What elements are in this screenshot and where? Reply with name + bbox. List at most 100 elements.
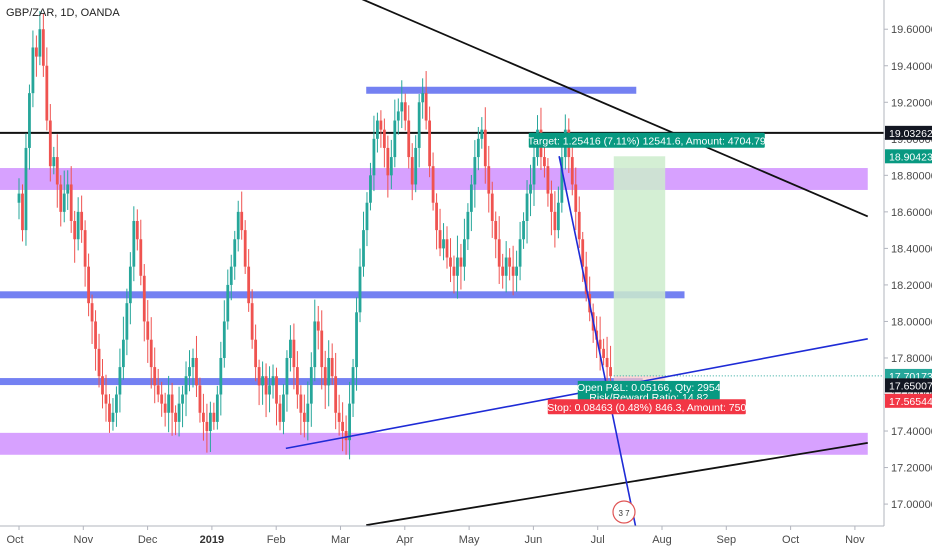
trend-line-blue-2 bbox=[285, 338, 868, 450]
candle-body bbox=[480, 129, 484, 139]
candle-body bbox=[205, 421, 209, 432]
y-tick-label: 18.40000 bbox=[891, 243, 932, 255]
price-badge-bg bbox=[885, 149, 932, 164]
x-tick-label: Apr bbox=[396, 534, 413, 546]
price-badge-label: 17.65007 bbox=[889, 380, 932, 392]
price-badge-bg bbox=[885, 125, 932, 140]
candle-body bbox=[417, 102, 421, 148]
time-axis[interactable]: Oct Nov Dec 2019 Feb Mar Apr May Jun Jul Aug Sep Oct… bbox=[6, 526, 865, 546]
candle-body bbox=[191, 357, 195, 368]
candle-body bbox=[483, 129, 487, 167]
candle-body bbox=[41, 29, 45, 66]
candle-body bbox=[362, 230, 365, 267]
candle-body bbox=[574, 184, 578, 212]
candle-body bbox=[341, 421, 345, 432]
target-label: Target: 1.25416 (7.11%) 12541.6, Amount:… bbox=[528, 132, 766, 148]
candle-body bbox=[222, 321, 226, 358]
price-axis[interactable]: 17.0000017.2000017.4000017.6000017.80000… bbox=[884, 24, 932, 511]
candle-body bbox=[424, 93, 428, 121]
x-tick-label: Oct bbox=[782, 534, 799, 546]
candle-body bbox=[243, 230, 247, 267]
candle-body bbox=[66, 184, 70, 194]
candle-body bbox=[344, 431, 348, 441]
candle-body bbox=[306, 403, 310, 422]
candle-body bbox=[529, 184, 532, 194]
candle-body bbox=[208, 412, 212, 432]
candle-body bbox=[351, 367, 355, 404]
candle-body bbox=[299, 394, 303, 413]
candle-body bbox=[233, 239, 237, 267]
candle-body bbox=[278, 403, 282, 422]
candle-body bbox=[73, 220, 77, 240]
long-position-tool[interactable] bbox=[613, 156, 884, 401]
band-blue-2 bbox=[366, 86, 637, 94]
candle-body bbox=[553, 211, 557, 231]
price-badge-bg bbox=[885, 393, 932, 408]
candle-body bbox=[438, 230, 442, 249]
candle-body bbox=[87, 266, 90, 304]
open-pl-bg bbox=[577, 380, 720, 403]
price-axis-bg bbox=[884, 0, 932, 526]
candle-body bbox=[348, 403, 351, 441]
candle-body bbox=[128, 266, 132, 304]
candle-body bbox=[598, 339, 602, 349]
candle-body bbox=[414, 147, 418, 185]
tradingview-logo: 3 7 bbox=[612, 500, 636, 524]
candle-body bbox=[456, 257, 459, 276]
candle-body bbox=[518, 239, 522, 267]
candle-body bbox=[330, 357, 334, 377]
candle-body bbox=[170, 394, 174, 413]
candle-body bbox=[584, 266, 588, 295]
candle-body bbox=[358, 266, 362, 313]
candle-body bbox=[337, 412, 341, 422]
price-badge-label: 19.03262 bbox=[889, 128, 932, 140]
x-tick-label: May bbox=[459, 534, 480, 546]
price-badge-label: 17.56544 bbox=[889, 396, 932, 408]
candle-body bbox=[104, 394, 108, 404]
candle-body bbox=[525, 193, 529, 221]
candle-body bbox=[229, 266, 233, 285]
x-tick-label: Sep bbox=[717, 534, 737, 546]
candle-body bbox=[546, 166, 550, 194]
candle-body bbox=[83, 230, 87, 267]
candle-body bbox=[320, 330, 324, 368]
candle-body bbox=[226, 284, 230, 322]
candle-body bbox=[118, 367, 122, 395]
candle-body bbox=[198, 385, 202, 413]
candle-body bbox=[490, 193, 494, 221]
candle-body bbox=[28, 93, 31, 148]
candle-body bbox=[17, 193, 21, 203]
candle-body bbox=[410, 157, 414, 185]
price-badge-bg bbox=[885, 378, 932, 393]
candle-body bbox=[508, 257, 512, 267]
candle-body bbox=[247, 266, 251, 304]
candle-body bbox=[543, 157, 546, 167]
candle-body bbox=[48, 120, 52, 167]
x-tick-label: Mar bbox=[331, 534, 350, 546]
candle-body bbox=[76, 211, 80, 240]
candle-body bbox=[149, 339, 153, 368]
y-tick-label: 17.40000 bbox=[891, 426, 932, 438]
candle-body bbox=[135, 220, 139, 240]
candle-body bbox=[501, 266, 505, 276]
x-tick-label: 2019 bbox=[200, 534, 224, 546]
candle-body bbox=[257, 367, 261, 386]
candle-body bbox=[435, 202, 438, 231]
candle-body bbox=[511, 266, 515, 276]
candle-body bbox=[250, 303, 254, 340]
candle-body bbox=[125, 303, 129, 340]
candle-body bbox=[327, 357, 331, 386]
candle-body bbox=[80, 211, 84, 231]
y-tick-label: 17.00000 bbox=[891, 499, 932, 511]
stop-label-bg bbox=[547, 399, 746, 415]
trend-lines bbox=[285, 0, 869, 530]
y-tick-label: 17.20000 bbox=[891, 463, 932, 475]
candle-body bbox=[316, 321, 320, 331]
x-tick-label: Feb bbox=[267, 534, 286, 546]
candle-body bbox=[156, 385, 160, 395]
candle-body bbox=[476, 138, 480, 158]
candle-body bbox=[376, 120, 379, 139]
